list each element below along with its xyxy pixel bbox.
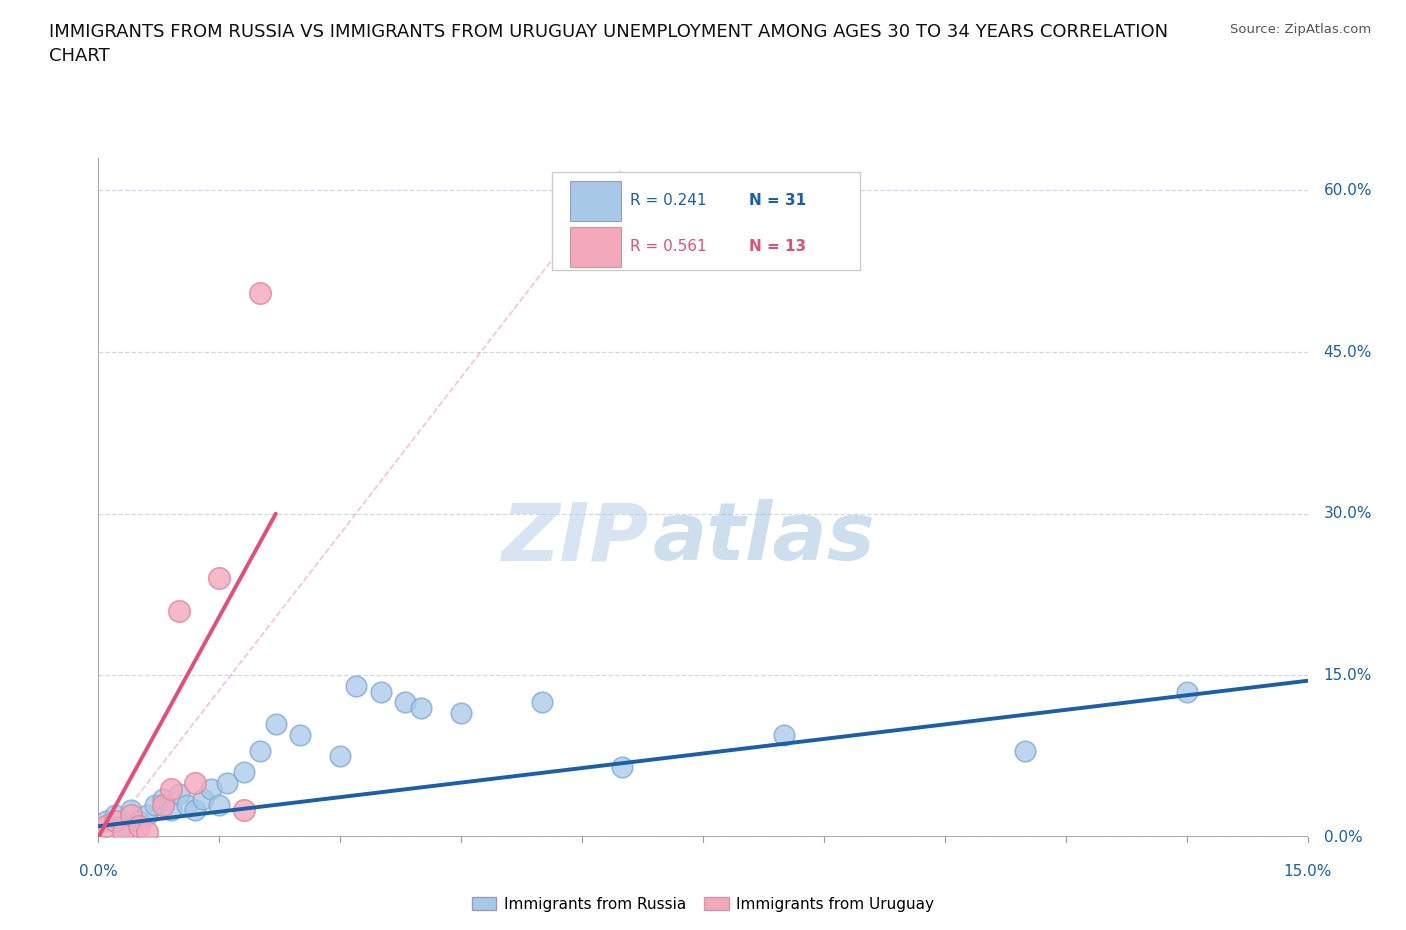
Point — [167, 787, 190, 802]
Point — [128, 814, 150, 829]
Point — [329, 749, 352, 764]
Point — [232, 803, 254, 817]
Point — [200, 781, 222, 796]
Point — [128, 818, 150, 833]
Text: 60.0%: 60.0% — [1323, 183, 1372, 198]
Point — [344, 679, 367, 694]
Point — [249, 286, 271, 300]
Point — [152, 791, 174, 806]
Point — [120, 808, 142, 823]
Text: R = 0.561: R = 0.561 — [630, 239, 707, 254]
Point — [772, 727, 794, 742]
Text: ZIP: ZIP — [501, 499, 648, 578]
Text: 15.0%: 15.0% — [1323, 668, 1372, 683]
Text: 30.0%: 30.0% — [1323, 506, 1372, 521]
Point — [96, 814, 118, 829]
Point — [530, 695, 553, 710]
Point — [103, 808, 125, 823]
Point — [111, 824, 134, 839]
FancyBboxPatch shape — [569, 180, 621, 220]
Point — [612, 760, 634, 775]
Point — [208, 571, 231, 586]
Point — [370, 684, 392, 699]
Point — [135, 824, 157, 839]
Point — [152, 797, 174, 812]
Text: N = 13: N = 13 — [749, 239, 806, 254]
Legend: Immigrants from Russia, Immigrants from Uruguay: Immigrants from Russia, Immigrants from … — [467, 892, 939, 916]
Point — [184, 776, 207, 790]
Point — [217, 776, 239, 790]
Point — [409, 700, 432, 715]
Point — [288, 727, 311, 742]
Point — [184, 803, 207, 817]
Point — [249, 743, 271, 758]
Point — [176, 797, 198, 812]
Point — [394, 695, 416, 710]
Text: 0.0%: 0.0% — [1323, 830, 1362, 844]
Point — [103, 814, 125, 829]
Text: Source: ZipAtlas.com: Source: ZipAtlas.com — [1230, 23, 1371, 36]
Text: IMMIGRANTS FROM RUSSIA VS IMMIGRANTS FROM URUGUAY UNEMPLOYMENT AMONG AGES 30 TO : IMMIGRANTS FROM RUSSIA VS IMMIGRANTS FRO… — [49, 23, 1168, 65]
Point — [160, 803, 183, 817]
Point — [232, 764, 254, 779]
Point — [450, 706, 472, 721]
Point — [208, 797, 231, 812]
Text: 15.0%: 15.0% — [1284, 864, 1331, 879]
Point — [193, 791, 215, 806]
Point — [96, 818, 118, 833]
Point — [135, 808, 157, 823]
Point — [264, 716, 287, 731]
Text: 0.0%: 0.0% — [79, 864, 118, 879]
FancyBboxPatch shape — [569, 227, 621, 267]
Text: 45.0%: 45.0% — [1323, 345, 1372, 360]
Point — [1175, 684, 1198, 699]
Text: N = 31: N = 31 — [749, 193, 806, 208]
FancyBboxPatch shape — [551, 172, 860, 270]
Point — [143, 797, 166, 812]
Point — [160, 781, 183, 796]
Point — [167, 604, 190, 618]
Text: R = 0.241: R = 0.241 — [630, 193, 707, 208]
Point — [111, 818, 134, 833]
Point — [1014, 743, 1036, 758]
Text: atlas: atlas — [652, 499, 875, 578]
Point — [120, 803, 142, 817]
